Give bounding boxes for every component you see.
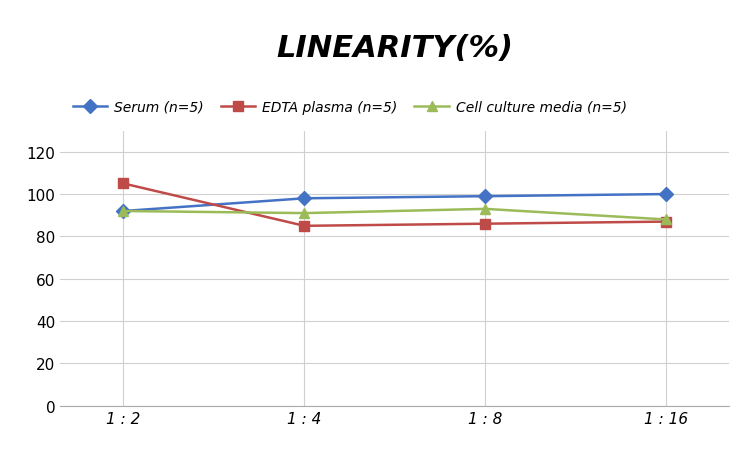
- Legend: Serum (n=5), EDTA plasma (n=5), Cell culture media (n=5): Serum (n=5), EDTA plasma (n=5), Cell cul…: [67, 95, 632, 120]
- Text: LINEARITY(%): LINEARITY(%): [276, 34, 514, 63]
